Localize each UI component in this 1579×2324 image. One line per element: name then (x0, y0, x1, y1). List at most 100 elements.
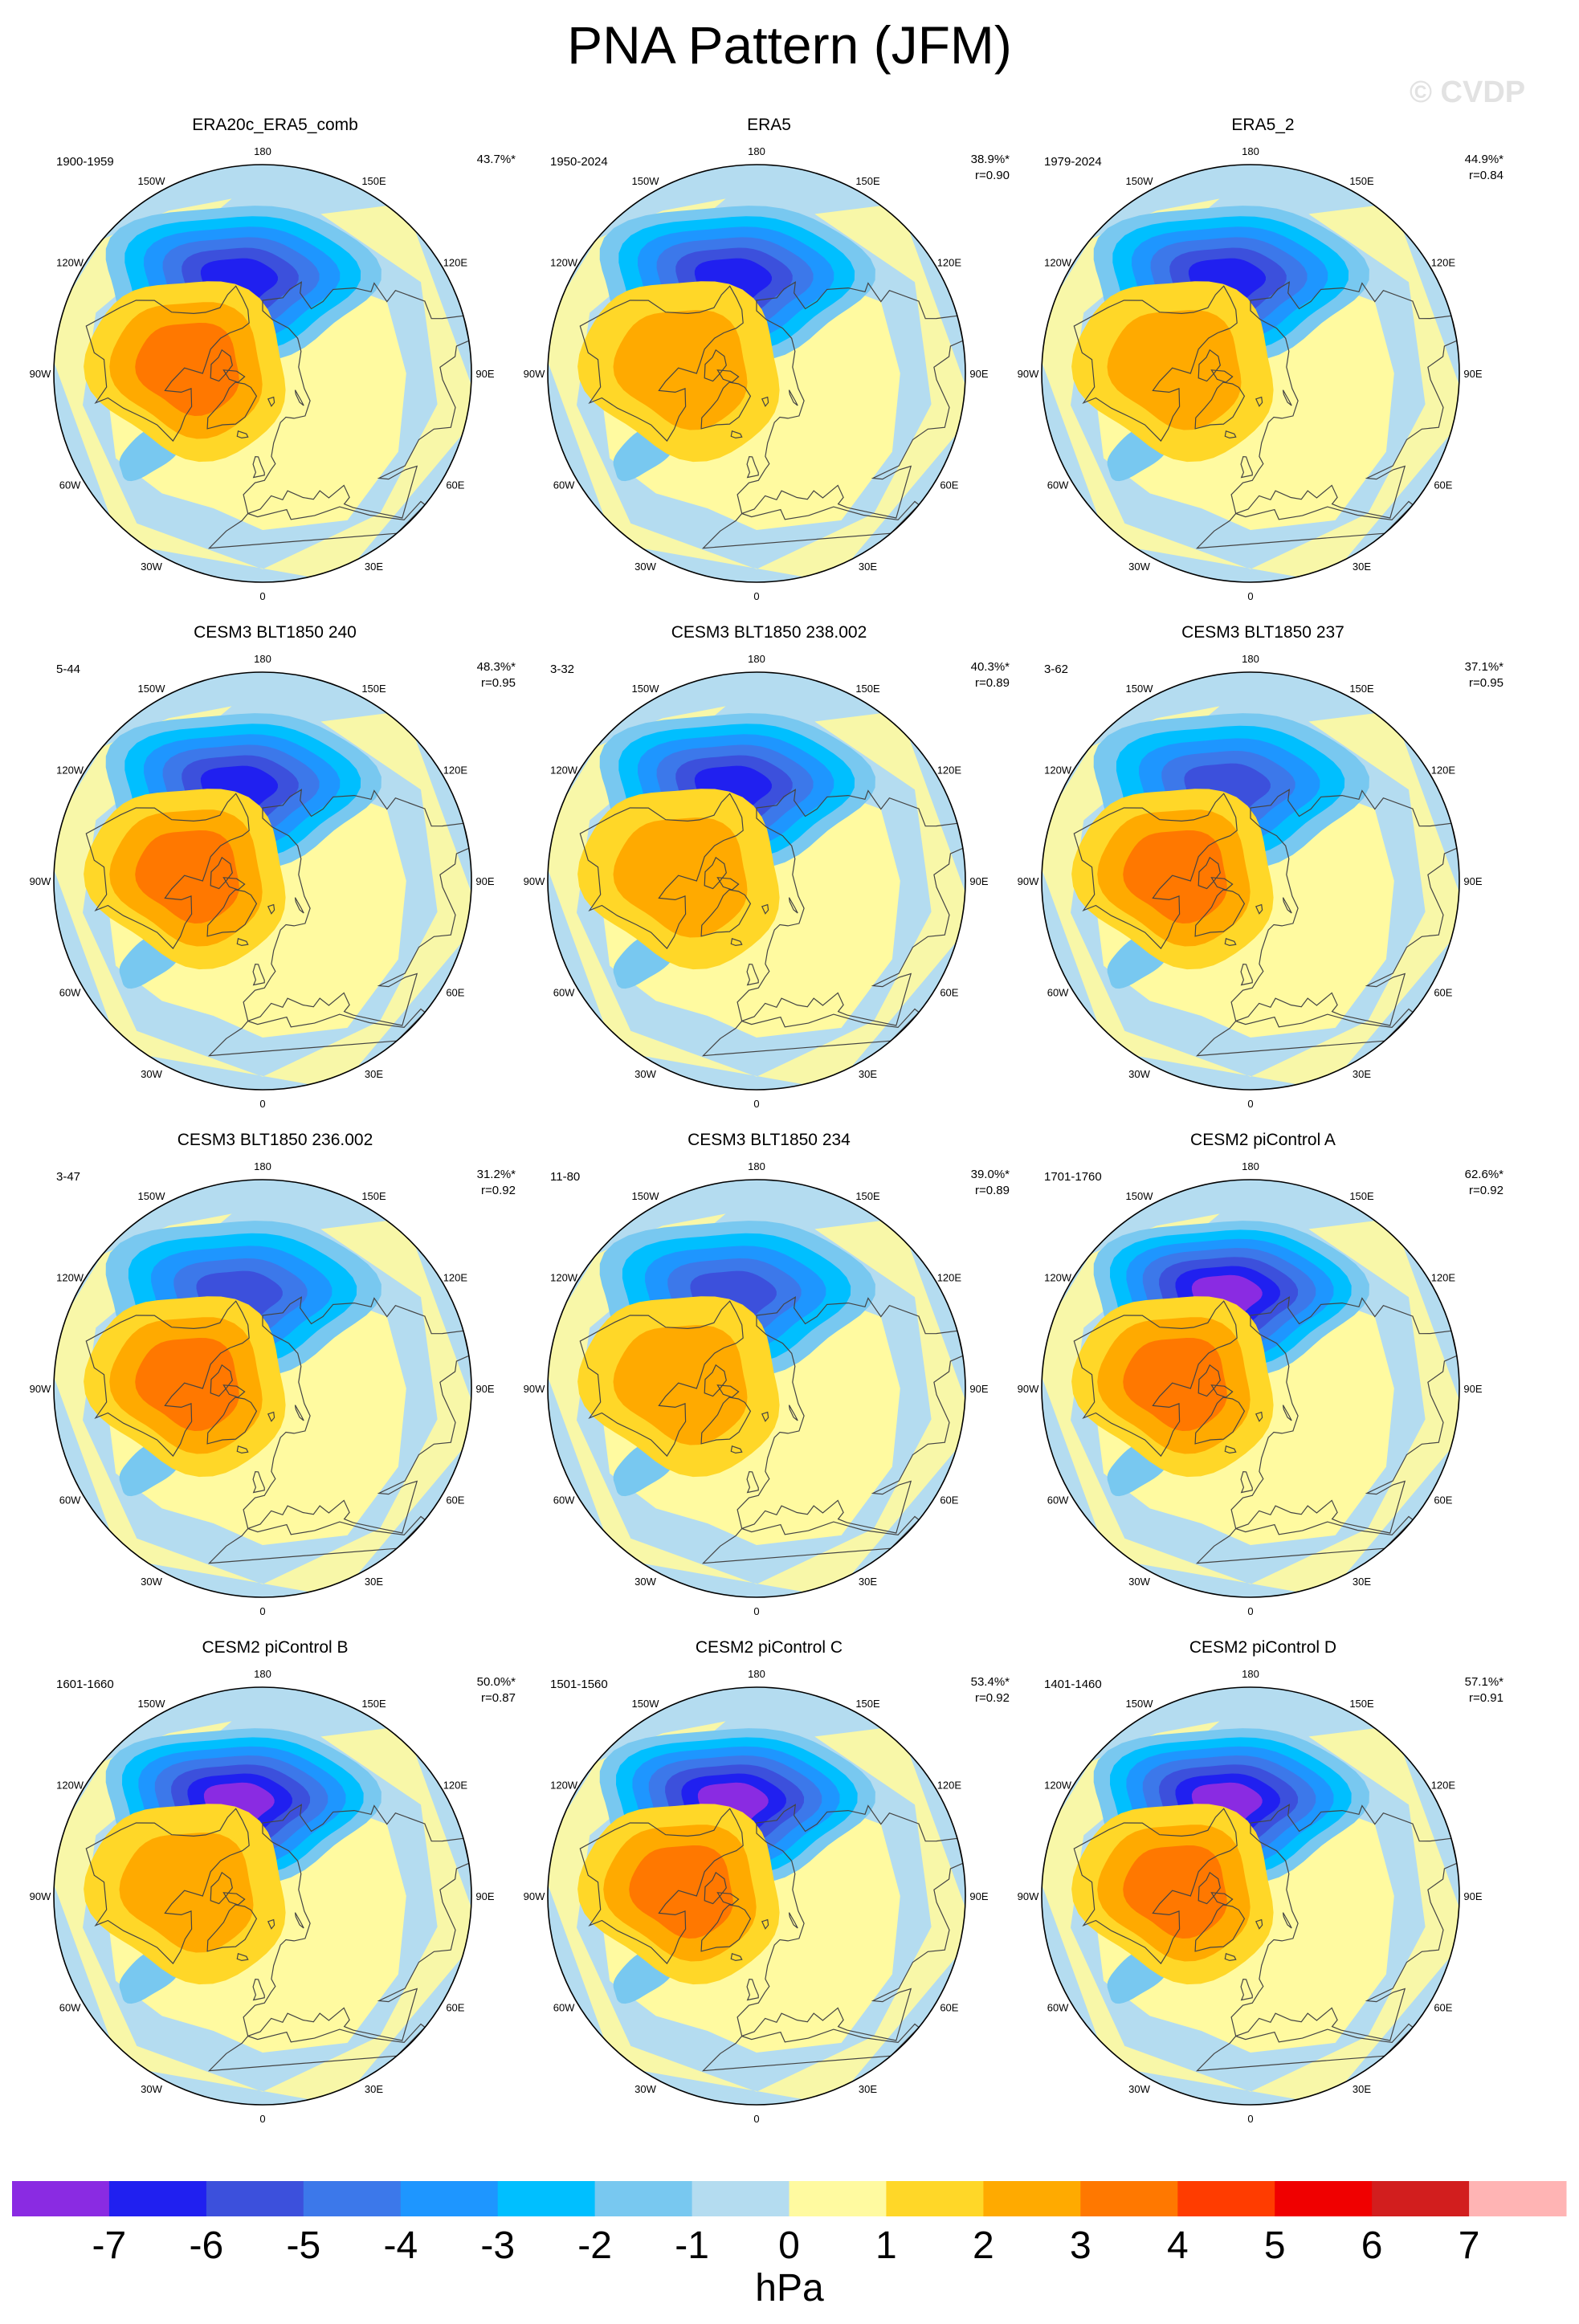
colorbar-tick-label: 1 (875, 2224, 897, 2267)
coastline (1210, 1892, 1234, 1906)
coastlines (579, 1296, 964, 1564)
longitude-label: 150E (1349, 1190, 1374, 1202)
colorbar-tick-label: -1 (675, 2224, 709, 2267)
longitude-label: 0 (753, 590, 759, 602)
longitude-label: 150E (855, 683, 880, 695)
coastline (210, 856, 233, 890)
variance-explained: 44.9%* (1464, 153, 1504, 166)
longitude-label: 30W (634, 1068, 656, 1080)
coastline (207, 1515, 426, 1564)
coastlines (1073, 1804, 1458, 2072)
variance-explained: 31.2%* (476, 1168, 516, 1181)
longitude-label: 120W (1044, 1272, 1072, 1284)
coastline (1282, 1912, 1292, 1929)
coastline (222, 877, 246, 891)
polar-map: 180 150E 120E 90E 60E 30E 0 30W 60W 90W 120W 150W (524, 145, 989, 602)
coastline (1195, 500, 1414, 549)
pattern-correlation: r=0.92 (1469, 1184, 1504, 1197)
map-panel: 180 150E 120E 90E 60E 30E 0 30W 60W 90W 120W 150W ER… (1000, 112, 1526, 620)
coastline (1240, 455, 1253, 479)
panel-title: ERA5 (747, 116, 791, 134)
longitude-label: 30E (859, 1068, 877, 1080)
coastline (252, 455, 265, 479)
map-panel: 180 150E 120E 90E 60E 30E 0 30W 60W 90W 120W 150W CE… (1000, 620, 1526, 1127)
longitude-label: 90W (1018, 1890, 1039, 1902)
coastline (294, 389, 304, 406)
panel-title: CESM2 piControl C (695, 1638, 843, 1657)
colorbar-tick-label: 4 (1167, 2224, 1189, 2267)
coastline (1255, 1918, 1263, 1930)
coastline (210, 1871, 233, 1905)
coastline (704, 1871, 727, 1905)
coastline (207, 2023, 426, 2072)
coastline (206, 381, 258, 430)
map-panel: 180 150E 120E 90E 60E 30E 0 30W 60W 90W 120W 150W CE… (1000, 1127, 1526, 1635)
period-label: 1501-1560 (550, 1678, 608, 1691)
longitude-label: 120E (1431, 1272, 1456, 1284)
longitude-label: 150W (1126, 1698, 1154, 1710)
colorbar-tick-label: 6 (1361, 2224, 1383, 2267)
longitude-label: 180 (254, 1160, 271, 1172)
longitude-label: 60E (940, 479, 958, 491)
longitude-label: 30E (1353, 2083, 1371, 2095)
longitude-label: 120E (1431, 764, 1456, 777)
longitude-label: 60W (553, 479, 575, 491)
polar-map: 180 150E 120E 90E 60E 30E 0 30W 60W 90W 120W 150W (1018, 1668, 1483, 2125)
map-frame (547, 1179, 966, 1598)
longitude-label: 90W (1018, 1383, 1039, 1395)
longitude-label: 90E (475, 368, 494, 380)
coastline (788, 389, 798, 406)
longitude-label: 150E (1349, 683, 1374, 695)
colorbar-tick-label: -6 (190, 2224, 224, 2267)
longitude-label: 150E (1349, 175, 1374, 187)
longitude-label: 0 (1247, 2113, 1253, 2125)
colorbar-bin (692, 2181, 790, 2216)
coastline (736, 1296, 964, 1534)
coastline (579, 793, 744, 950)
panel-title: CESM2 piControl D (1189, 1638, 1337, 1657)
longitude-label: 0 (753, 1605, 759, 1617)
coastline (222, 1892, 246, 1906)
longitude-label: 180 (748, 653, 765, 665)
coastline (701, 1008, 920, 1057)
longitude-label: 120E (443, 1780, 468, 1792)
coastline (1240, 1470, 1253, 1494)
colorbar-bin (594, 2181, 692, 2216)
longitude-label: 30W (141, 561, 162, 573)
coastline (716, 1384, 740, 1398)
coastline (700, 889, 752, 937)
longitude-label: 180 (254, 1668, 271, 1680)
panel-title: CESM2 piControl A (1190, 1131, 1336, 1149)
coastline (761, 1918, 769, 1930)
coastline (252, 1470, 265, 1494)
coastline (294, 1912, 304, 1929)
longitude-label: 90E (1463, 368, 1482, 380)
coastline (1282, 389, 1292, 406)
map-frame (53, 164, 472, 583)
period-label: 1950-2024 (550, 155, 608, 169)
colorbar-tick-label: 5 (1264, 2224, 1286, 2267)
longitude-label: 60E (1434, 479, 1452, 491)
coastline (579, 1300, 744, 1458)
colorbar-tick-label: -4 (383, 2224, 418, 2267)
longitude-label: 60W (1047, 479, 1069, 491)
map-panel: 180 150E 120E 90E 60E 30E 0 30W 60W 90W 120W 150W CE… (506, 1127, 1032, 1635)
colorbar-bin (886, 2181, 984, 2216)
coastline (243, 789, 470, 1026)
map-panel: 180 150E 120E 90E 60E 30E 0 30W 60W 90W 120W 150W CE… (506, 620, 1032, 1127)
coastline (704, 349, 727, 382)
longitude-label: 90W (30, 1383, 51, 1395)
longitude-label: 30W (141, 1576, 162, 1588)
coastline (788, 1405, 798, 1421)
period-label: 3-62 (1044, 663, 1069, 676)
coastline (736, 789, 964, 1026)
longitude-label: 30W (634, 2083, 656, 2095)
coastline (207, 500, 426, 549)
coastline (210, 1364, 233, 1397)
coastlines (1073, 281, 1458, 549)
polar-map: 180 150E 120E 90E 60E 30E 0 30W 60W 90W 120W 150W (524, 653, 989, 1110)
longitude-label: 60W (1047, 987, 1069, 999)
coastline (1210, 369, 1234, 383)
longitude-label: 120E (937, 257, 962, 269)
longitude-label: 180 (748, 145, 765, 157)
